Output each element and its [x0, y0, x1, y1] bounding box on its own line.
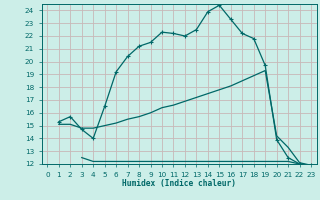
X-axis label: Humidex (Indice chaleur): Humidex (Indice chaleur): [122, 179, 236, 188]
